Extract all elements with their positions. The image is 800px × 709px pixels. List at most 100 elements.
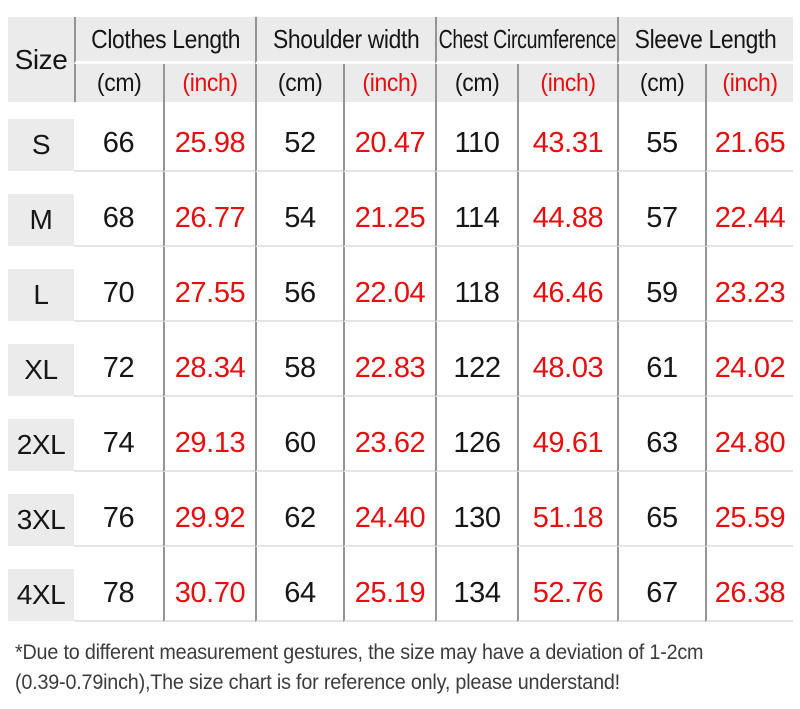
- inch-value-cell: 46.46: [517, 247, 617, 322]
- cm-value-cell: 61: [617, 322, 705, 397]
- size-label: M: [8, 194, 74, 246]
- inch-value: 28.34: [174, 351, 246, 384]
- cm-value: 134: [453, 576, 501, 609]
- cm-value: 130: [453, 501, 501, 534]
- cm-value: 76: [102, 501, 135, 534]
- cm-value: 63: [646, 426, 678, 459]
- cm-value: 68: [102, 201, 135, 234]
- size-label: 3XL: [8, 494, 74, 546]
- cm-value: 52: [284, 126, 316, 159]
- inch-value-cell: 24.40: [343, 472, 435, 547]
- unit-cm-label: (cm): [454, 68, 500, 97]
- inch-value-cell: 25.98: [163, 102, 255, 172]
- inch-value: 48.03: [532, 351, 604, 384]
- cm-value-cell: 60: [255, 397, 343, 472]
- cm-value-cell: 134: [435, 547, 517, 622]
- cm-value-cell: 54: [255, 172, 343, 247]
- cm-value: 66: [102, 126, 135, 159]
- unit-inch-cell: (inch): [705, 64, 793, 102]
- cm-value-cell: 130: [435, 472, 517, 547]
- cm-value: 70: [102, 276, 135, 309]
- shoulder-width-label: Shoulder width: [272, 23, 420, 54]
- cm-value-cell: 126: [435, 397, 517, 472]
- cm-value: 54: [284, 201, 316, 234]
- inch-value: 30.70: [174, 576, 246, 609]
- cm-value-cell: 114: [435, 172, 517, 247]
- unit-cm-cell: (cm): [435, 64, 517, 102]
- size-label: L: [8, 269, 74, 321]
- cm-value-cell: 58: [255, 322, 343, 397]
- inch-value-cell: 21.25: [343, 172, 435, 247]
- cm-value: 58: [284, 351, 316, 384]
- cm-value-cell: 62: [255, 472, 343, 547]
- unit-cm-label: (cm): [277, 68, 323, 97]
- unit-inch-cell: (inch): [517, 64, 617, 102]
- cm-value: 110: [454, 126, 500, 159]
- cm-value: 78: [102, 576, 135, 609]
- table-row-size-cell: L: [8, 247, 74, 322]
- inch-value-cell: 28.34: [163, 322, 255, 397]
- inch-value: 23.23: [714, 276, 786, 309]
- cm-value: 72: [102, 351, 135, 384]
- inch-value-cell: 44.88: [517, 172, 617, 247]
- inch-value: 24.02: [714, 351, 786, 384]
- cm-value: 67: [646, 576, 678, 609]
- cm-value-cell: 66: [74, 102, 163, 172]
- size-label: XL: [8, 344, 74, 396]
- header-group-chest-circumference: Chest Circumference: [435, 17, 617, 64]
- inch-value-cell: 49.61: [517, 397, 617, 472]
- sleeve-length-label: Sleeve Length: [635, 23, 777, 54]
- cm-value: 122: [453, 351, 501, 384]
- cm-value-cell: 76: [74, 472, 163, 547]
- inch-value-cell: 27.55: [163, 247, 255, 322]
- unit-inch-label: (inch): [182, 68, 238, 97]
- inch-value: 44.88: [532, 201, 604, 234]
- cm-value-cell: 74: [74, 397, 163, 472]
- inch-value: 46.46: [532, 276, 604, 309]
- inch-value-cell: 24.02: [705, 322, 793, 397]
- cm-value: 60: [284, 426, 316, 459]
- cm-value: 118: [454, 276, 500, 309]
- cm-value: 65: [646, 501, 678, 534]
- cm-value: 56: [284, 276, 316, 309]
- inch-value-cell: 26.38: [705, 547, 793, 622]
- inch-value-cell: 25.19: [343, 547, 435, 622]
- cm-value: 114: [454, 201, 500, 234]
- unit-inch-label: (inch): [362, 68, 418, 97]
- inch-value-cell: 30.70: [163, 547, 255, 622]
- unit-cm-label: (cm): [639, 68, 685, 97]
- footnote-text: (0.39-0.79inch),The size chart is for re…: [15, 671, 620, 694]
- cm-value-cell: 65: [617, 472, 705, 547]
- cm-value: 59: [646, 276, 678, 309]
- cm-value-cell: 110: [435, 102, 517, 172]
- cm-value: 126: [453, 426, 501, 459]
- unit-cm-cell: (cm): [255, 64, 343, 102]
- unit-inch-cell: (inch): [163, 64, 255, 102]
- cm-value-cell: 70: [74, 247, 163, 322]
- inch-value: 23.62: [354, 426, 426, 459]
- size-chart-table: Size Clothes Length Shoulder width Chest…: [8, 17, 793, 622]
- inch-value: 22.04: [354, 276, 426, 309]
- inch-value: 24.80: [714, 426, 786, 459]
- inch-value-cell: 52.76: [517, 547, 617, 622]
- inch-value-cell: 22.83: [343, 322, 435, 397]
- table-row-size-cell: M: [8, 172, 74, 247]
- table-row-size-cell: 2XL: [8, 397, 74, 472]
- cm-value: 64: [284, 576, 316, 609]
- inch-value-cell: 23.62: [343, 397, 435, 472]
- inch-value-cell: 22.44: [705, 172, 793, 247]
- cm-value-cell: 55: [617, 102, 705, 172]
- inch-value-cell: 20.47: [343, 102, 435, 172]
- inch-value: 24.40: [354, 501, 426, 534]
- inch-value-cell: 26.77: [163, 172, 255, 247]
- inch-value: 20.47: [354, 126, 426, 159]
- cm-value: 62: [284, 501, 316, 534]
- unit-inch-cell: (inch): [343, 64, 435, 102]
- inch-value: 27.55: [174, 276, 246, 309]
- inch-value: 29.13: [174, 426, 246, 459]
- table-row-size-cell: XL: [8, 322, 74, 397]
- size-label: S: [8, 119, 74, 171]
- inch-value-cell: 24.80: [705, 397, 793, 472]
- inch-value: 25.19: [354, 576, 426, 609]
- cm-value-cell: 56: [255, 247, 343, 322]
